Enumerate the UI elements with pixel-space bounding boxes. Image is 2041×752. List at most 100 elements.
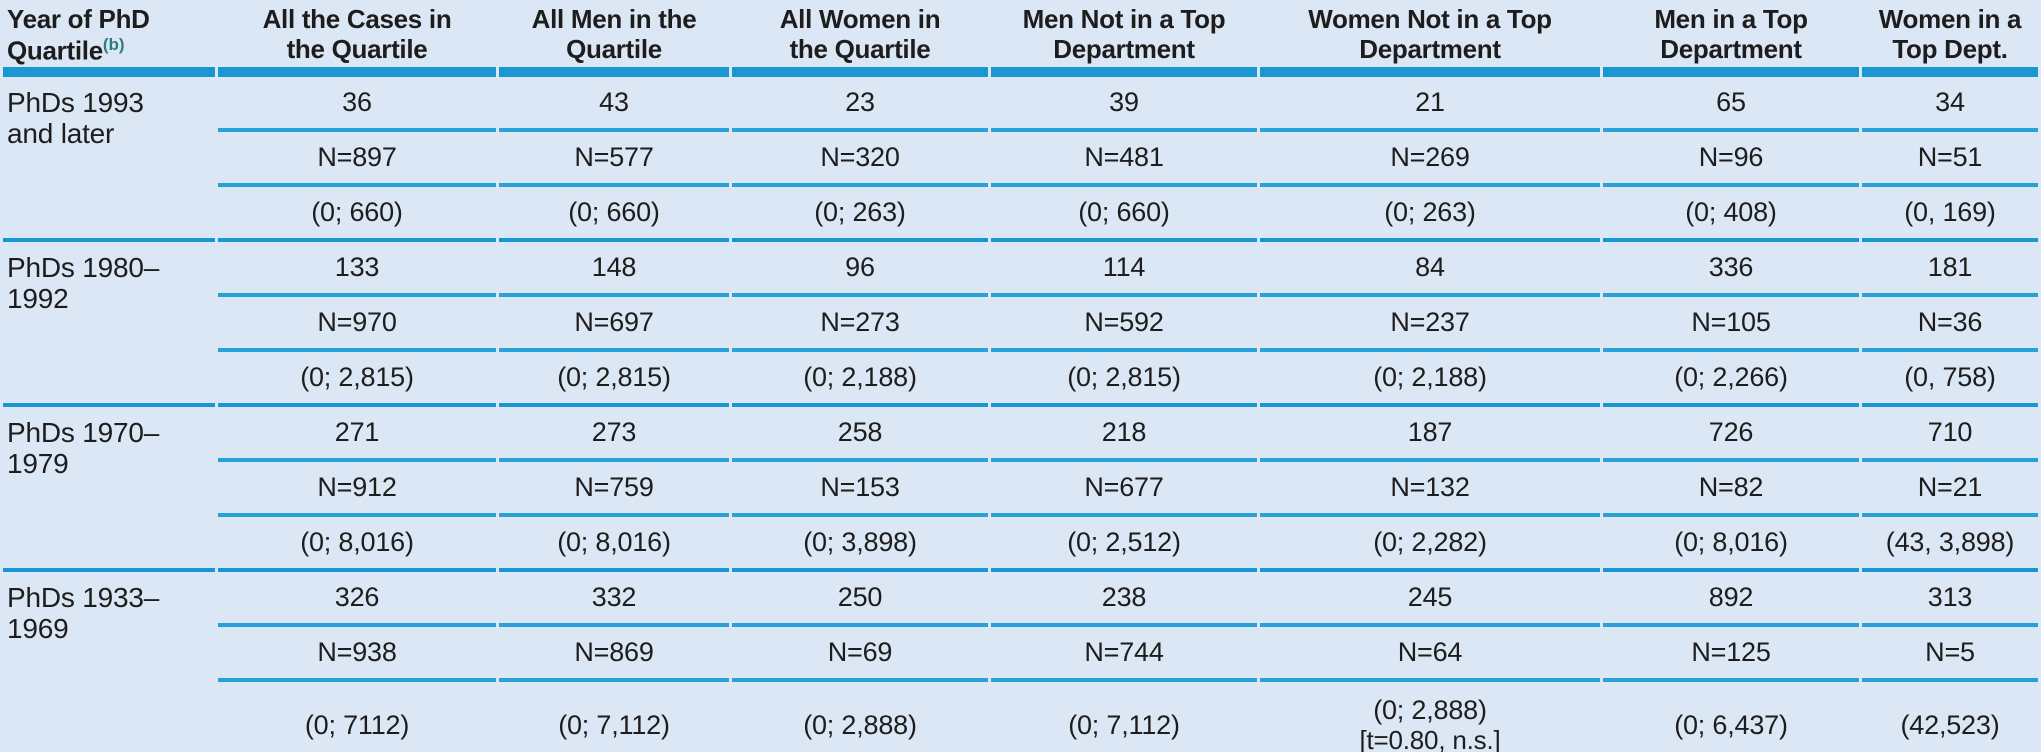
table-row: PhDs 1993 and later 36 43 23 39 21 65 34 (3, 77, 2038, 242)
value-cell: 271 (218, 407, 496, 462)
value-cell: 187 (1260, 407, 1600, 462)
row-label: PhDs 1980– 1992 (3, 242, 215, 407)
range-cell: (0; 263) (1260, 187, 1600, 242)
n-cell: N=125 (1603, 627, 1859, 682)
range-cell: (0; 2,815) (991, 352, 1257, 407)
n-cell: N=64 (1260, 627, 1600, 682)
value-cell: 133 (218, 242, 496, 297)
value-cell: 21 (1260, 77, 1600, 132)
range-cell: (0; 3,898) (732, 517, 988, 572)
n-cell: N=320 (732, 132, 988, 187)
n-cell: N=697 (499, 297, 729, 352)
table-row: (0; 7112) (0; 7,112) (0; 2,888) (0; 7,11… (3, 682, 2038, 752)
value-cell: 96 (732, 242, 988, 297)
n-cell: N=69 (732, 627, 988, 682)
n-cell: N=96 (1603, 132, 1859, 187)
value-cell: 332 (499, 572, 729, 627)
value-cell: 250 (732, 572, 988, 627)
range-cell: (0; 2,282) (1260, 517, 1600, 572)
table-row: N=897 N=577 N=320 N=481 N=269 N=96 N=51 (3, 132, 2038, 187)
range-cell: (0; 2,888) (732, 682, 988, 752)
column-header-label: Women in a Top Dept. (1878, 4, 2022, 64)
value-cell: 148 (499, 242, 729, 297)
range-cell: (0; 2,815) (218, 352, 496, 407)
value-cell: 336 (1603, 242, 1859, 297)
range-cell: (0; 7,112) (991, 682, 1257, 752)
n-cell: N=5 (1862, 627, 2038, 682)
n-cell: N=481 (991, 132, 1257, 187)
row-label: PhDs 1933– 1969 (3, 572, 215, 752)
value-cell: 43 (499, 77, 729, 132)
range-cell: (0; 7,112) (499, 682, 729, 752)
column-header-label: Men in a Top Department (1654, 4, 1808, 64)
value-cell: 273 (499, 407, 729, 462)
row-label: PhDs 1970– 1979 (3, 407, 215, 572)
column-header-women-top: Women in a Top Dept. (1862, 0, 2038, 77)
range-value: (0; 2,888) (1373, 695, 1487, 726)
n-cell: N=105 (1603, 297, 1859, 352)
n-cell: N=269 (1260, 132, 1600, 187)
n-cell: N=912 (218, 462, 496, 517)
range-cell: (0; 2,188) (1260, 352, 1600, 407)
table-row: N=938 N=869 N=69 N=744 N=64 N=125 N=5 (3, 627, 2038, 682)
table-row: (0; 660) (0; 660) (0; 263) (0; 660) (0; … (3, 187, 2038, 242)
footnote-marker: (b) (102, 34, 125, 54)
value-cell: 726 (1603, 407, 1859, 462)
value-cell: 34 (1862, 77, 2038, 132)
n-cell: N=273 (732, 297, 988, 352)
value-cell: 238 (991, 572, 1257, 627)
range-cell: (0, 758) (1862, 352, 2038, 407)
n-cell: N=21 (1862, 462, 2038, 517)
value-cell: 114 (991, 242, 1257, 297)
n-cell: N=51 (1862, 132, 2038, 187)
value-cell: 245 (1260, 572, 1600, 627)
n-cell: N=869 (499, 627, 729, 682)
value-cell: 181 (1862, 242, 2038, 297)
n-cell: N=938 (218, 627, 496, 682)
value-cell: 218 (991, 407, 1257, 462)
value-cell: 710 (1862, 407, 2038, 462)
range-cell: (0; 2,815) (499, 352, 729, 407)
range-cell: (0, 169) (1862, 187, 2038, 242)
n-cell: N=677 (991, 462, 1257, 517)
range-cell: (0; 2,512) (991, 517, 1257, 572)
n-cell: N=237 (1260, 297, 1600, 352)
range-cell: (0; 8,016) (218, 517, 496, 572)
column-header-all-women: All Women in the Quartile (732, 0, 988, 77)
n-cell: N=592 (991, 297, 1257, 352)
range-cell: (42,523) (1862, 682, 2038, 752)
n-cell: N=744 (991, 627, 1257, 682)
range-cell: (0; 2,266) (1603, 352, 1859, 407)
range-cell: (0; 8,016) (1603, 517, 1859, 572)
column-header-label: All Men in the Quartile (531, 4, 697, 64)
value-cell: 258 (732, 407, 988, 462)
range-cell: (0; 660) (499, 187, 729, 242)
range-cell: (0; 660) (218, 187, 496, 242)
column-header-label: Year of PhD Quartile (7, 4, 150, 66)
value-cell: 84 (1260, 242, 1600, 297)
n-cell: N=82 (1603, 462, 1859, 517)
range-cell: (0; 7112) (218, 682, 496, 752)
header-row: Year of PhD Quartile(b) All the Cases in… (3, 0, 2038, 77)
t-test-note: [t=0.80, n.s.] (1359, 724, 1501, 752)
column-header-women-not-top: Women Not in a Top Department (1260, 0, 1600, 77)
n-cell: N=577 (499, 132, 729, 187)
value-cell: 39 (991, 77, 1257, 132)
column-header-all-men: All Men in the Quartile (499, 0, 729, 77)
row-label: PhDs 1993 and later (3, 77, 215, 242)
table-row: N=970 N=697 N=273 N=592 N=237 N=105 N=36 (3, 297, 2038, 352)
column-header-year-of-phd-quartile: Year of PhD Quartile(b) (3, 0, 215, 77)
value-cell: 23 (732, 77, 988, 132)
range-cell: (0; 660) (991, 187, 1257, 242)
column-header-label: All Women in the Quartile (779, 4, 941, 64)
table-row: N=912 N=759 N=153 N=677 N=132 N=82 N=21 (3, 462, 2038, 517)
table-row: PhDs 1933– 1969 326 332 250 238 245 892 … (3, 572, 2038, 644)
table-row: (0; 2,815) (0; 2,815) (0; 2,188) (0; 2,8… (3, 352, 2038, 407)
value-cell: 313 (1862, 572, 2038, 627)
range-cell: (0; 2,888) [t=0.80, n.s.] (1260, 682, 1600, 752)
n-cell: N=36 (1862, 297, 2038, 352)
column-header-men-top: Men in a Top Department (1603, 0, 1859, 77)
n-cell: N=153 (732, 462, 988, 517)
